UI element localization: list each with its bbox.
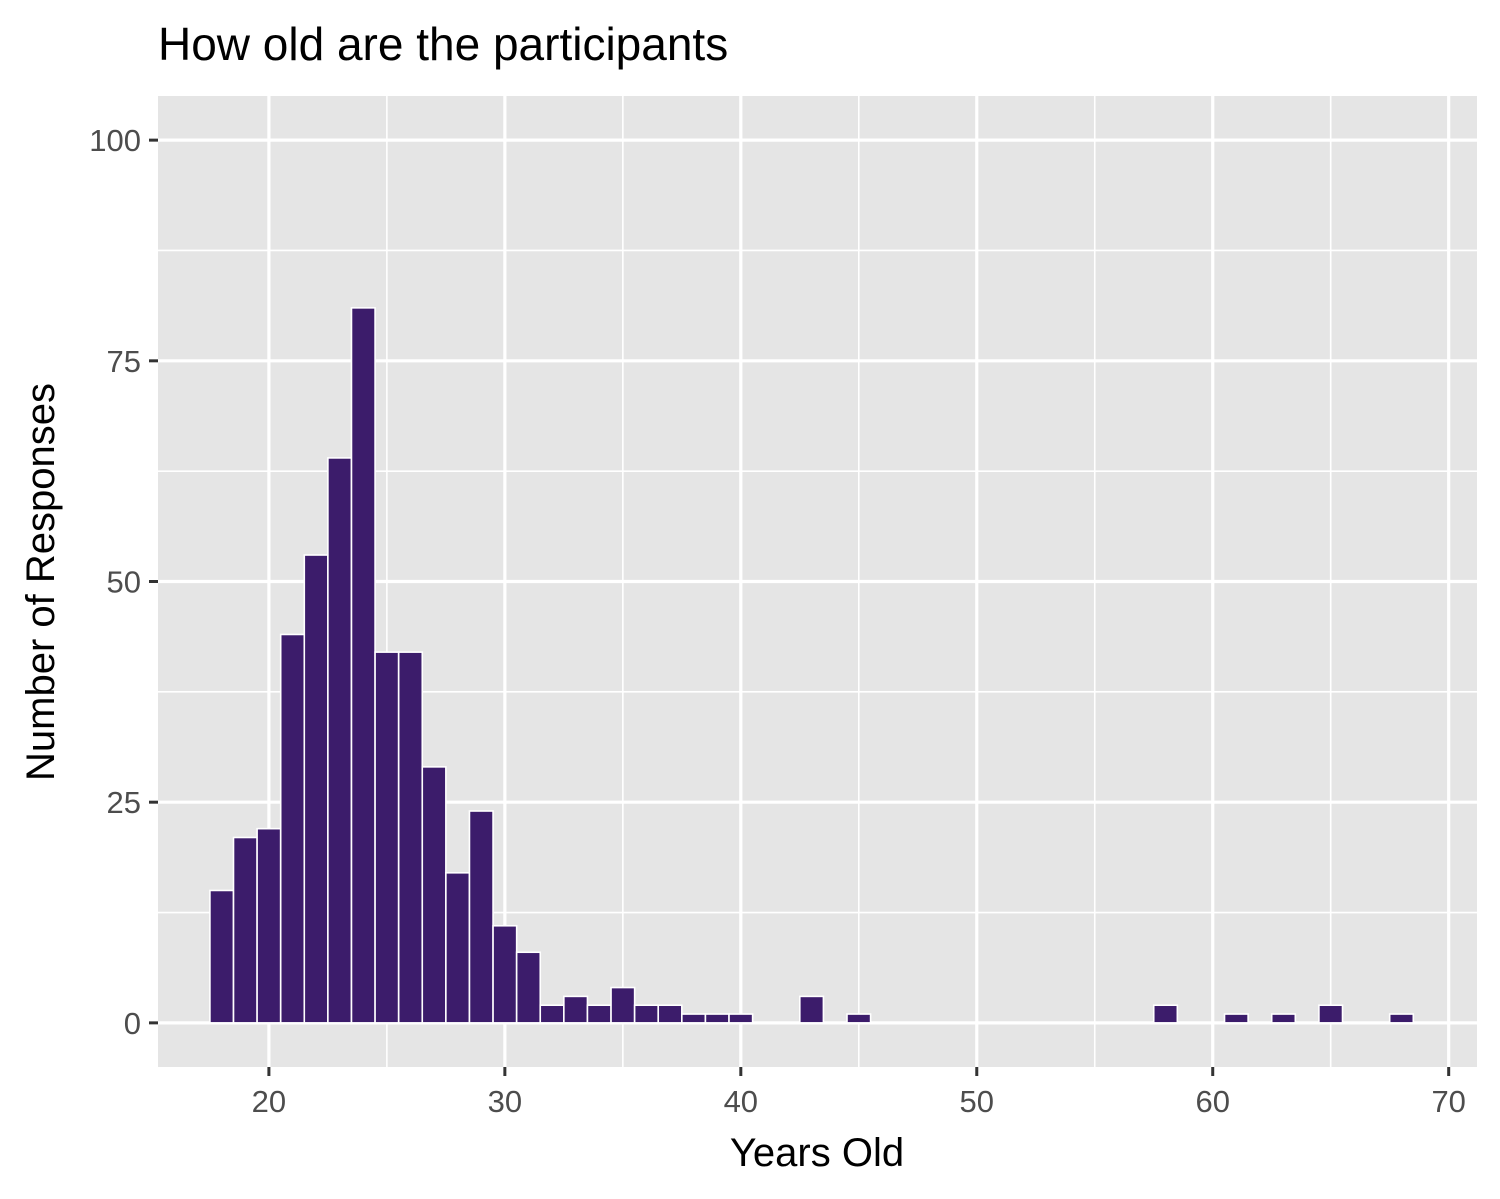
y-tick-label: 100 (89, 123, 141, 158)
bar (232, 836, 258, 1024)
y-tick-label: 0 (124, 1006, 141, 1041)
y-tick-label: 50 (107, 565, 141, 600)
x-axis: 20 30 40 50 60 70 (252, 1067, 1466, 1119)
bar (563, 995, 589, 1024)
bar (421, 766, 447, 1024)
bar (303, 554, 329, 1024)
bar (397, 651, 424, 1024)
bar (327, 457, 353, 1024)
y-tick-label: 25 (107, 785, 141, 820)
bars (209, 307, 1415, 1024)
x-tick-label: 30 (488, 1084, 522, 1119)
bar (1388, 1013, 1415, 1024)
bar (350, 307, 376, 1024)
bar (1152, 1004, 1179, 1024)
chart-title: How old are the participants (158, 18, 728, 70)
bar (799, 995, 825, 1024)
bar (657, 1004, 683, 1024)
bar (681, 1013, 707, 1024)
y-tick-label: 75 (107, 344, 141, 379)
bar (846, 1013, 872, 1024)
bar (728, 1013, 754, 1024)
x-tick-label: 40 (724, 1084, 758, 1119)
bar (209, 889, 235, 1024)
bar (374, 651, 400, 1024)
bar (586, 1004, 612, 1024)
bar (539, 1004, 565, 1024)
bar (256, 827, 282, 1024)
bar (1318, 1004, 1344, 1024)
bar (1223, 1013, 1249, 1024)
x-tick-label: 20 (252, 1084, 286, 1119)
bar (492, 924, 518, 1024)
y-axis: 0 25 50 75 100 (89, 123, 158, 1041)
bar (704, 1013, 730, 1024)
x-axis-title: Years Old (730, 1131, 904, 1175)
y-axis-title: Number of Responses (19, 383, 63, 781)
bar (445, 871, 471, 1024)
bar (279, 633, 306, 1024)
bar (515, 951, 542, 1024)
bar (1270, 1013, 1297, 1024)
bar (633, 1004, 660, 1024)
bar (468, 810, 494, 1024)
x-tick-label: 50 (960, 1084, 994, 1119)
x-tick-label: 70 (1431, 1084, 1465, 1119)
x-tick-label: 60 (1195, 1084, 1229, 1119)
bar (610, 986, 636, 1024)
